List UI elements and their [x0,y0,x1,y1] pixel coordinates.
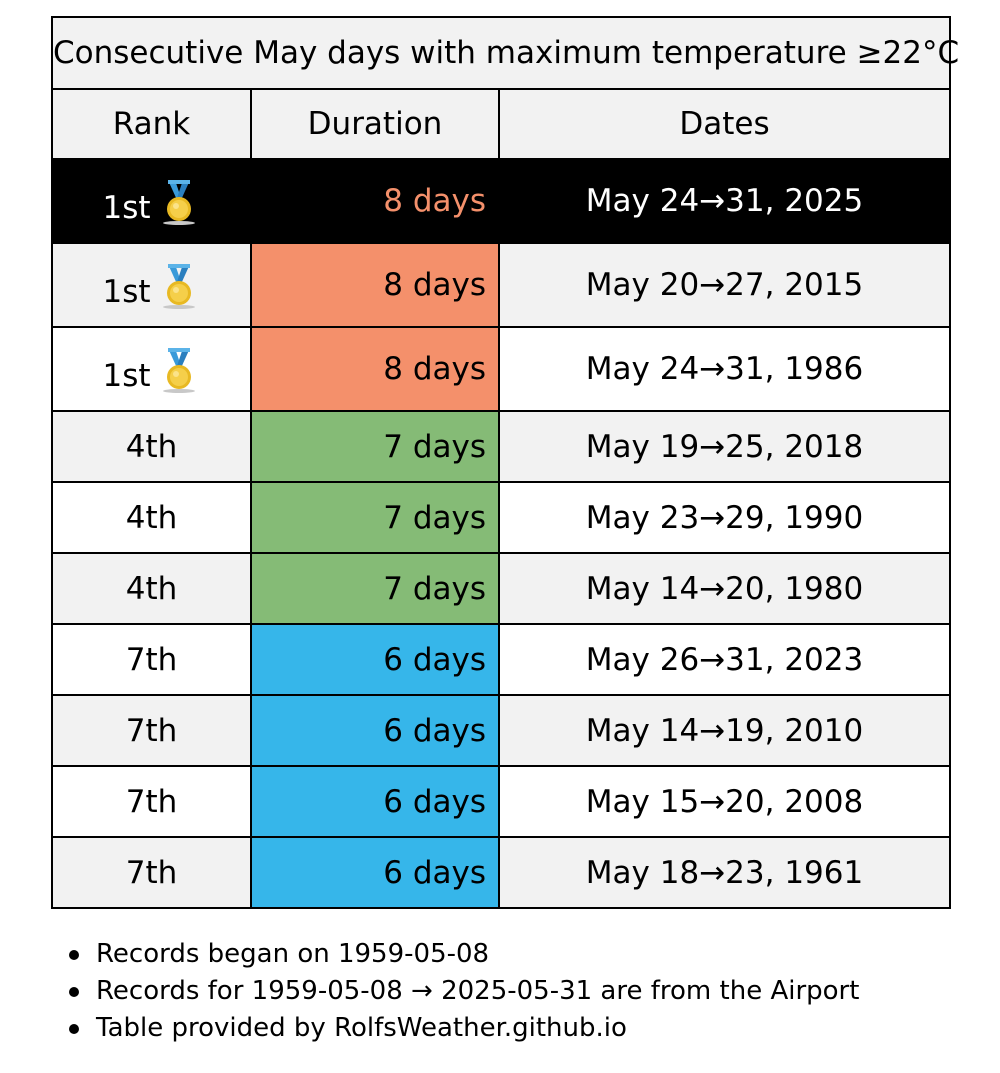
table-row: 4th 7 days May 23→29, 1990 [51,481,952,554]
rank-cell: 1st [51,326,252,412]
gold-medal-icon [157,346,201,394]
duration-cell: 8 days [250,158,500,244]
rank-cell: 7th [51,765,252,838]
table-row: 7th 6 days May 18→23, 1961 [51,836,952,909]
table-row: 7th 6 days May 26→31, 2023 [51,623,952,696]
rank-label: 1st [102,358,151,394]
table-row: 1st 8 days May 20→27, 2015 [51,242,952,328]
column-header-dates: Dates [497,88,952,160]
note-text: Records began on 1959-05-08 [96,939,490,969]
dates-cell: May 18→23, 1961 [497,836,952,909]
rank-cell: 7th [51,836,252,909]
rank-with-medal: 1st [102,260,200,310]
rank-cell: 7th [51,623,252,696]
rank-with-medal: 1st [102,344,200,394]
column-header-duration: Duration [250,88,500,160]
duration-cell: 8 days [250,326,500,412]
column-header-rank: Rank [51,88,252,160]
rank-cell: 4th [51,552,252,625]
table-row: 1st 8 days May 24→31, 1986 [51,326,952,412]
rank-label: 1st [102,190,151,226]
table-body: 1st 8 days May 24→31, 2025 1st 8 days May 20→… [51,158,952,909]
duration-cell: 7 days [250,410,500,483]
dates-cell: May 20→27, 2015 [497,242,952,328]
duration-cell: 6 days [250,623,500,696]
note-item: Table provided by RolfsWeather.github.io [69,1010,859,1047]
gold-medal-icon [157,262,201,310]
duration-cell: 6 days [250,765,500,838]
duration-cell: 7 days [250,481,500,554]
dates-cell: May 26→31, 2023 [497,623,952,696]
dates-cell: May 24→31, 1986 [497,326,952,412]
notes-list: Records began on 1959-05-08 Records for … [51,936,859,1047]
rank-cell: 1st [51,242,252,328]
bullet-icon [69,950,79,960]
table-title: Consecutive May days with maximum temper… [50,16,959,90]
records-table: Consecutive May days with maximum temper… [50,16,959,909]
duration-cell: 6 days [250,694,500,767]
rank-cell: 1st [51,158,252,244]
table-row: 4th 7 days May 19→25, 2018 [51,410,952,483]
rank-label: 1st [102,274,151,310]
note-item: Records for 1959-05-08 → 2025-05-31 are … [69,973,860,1010]
gold-medal-icon [157,178,201,226]
table-row: 4th 7 days May 14→20, 1980 [51,552,952,625]
bullet-icon [69,987,79,997]
rank-cell: 7th [51,694,252,767]
dates-cell: May 19→25, 2018 [497,410,952,483]
note-text: Records for 1959-05-08 → 2025-05-31 are … [96,976,860,1006]
table-row: 1st 8 days May 24→31, 2025 [51,158,952,244]
dates-cell: May 24→31, 2025 [497,158,952,244]
duration-cell: 8 days [250,242,500,328]
dates-cell: May 14→20, 1980 [497,552,952,625]
rank-cell: 4th [51,410,252,483]
duration-cell: 6 days [250,836,500,909]
table-row: 7th 6 days May 15→20, 2008 [51,765,952,838]
bullet-icon [69,1024,79,1034]
note-text: Table provided by RolfsWeather.github.io [96,1013,627,1043]
note-item: Records began on 1959-05-08 [69,936,859,973]
dates-cell: May 15→20, 2008 [497,765,952,838]
dates-cell: May 14→19, 2010 [497,694,952,767]
duration-cell: 7 days [250,552,500,625]
dates-cell: May 23→29, 1990 [497,481,952,554]
rank-with-medal: 1st [102,176,200,226]
rank-cell: 4th [51,481,252,554]
table-row: 7th 6 days May 14→19, 2010 [51,694,952,767]
